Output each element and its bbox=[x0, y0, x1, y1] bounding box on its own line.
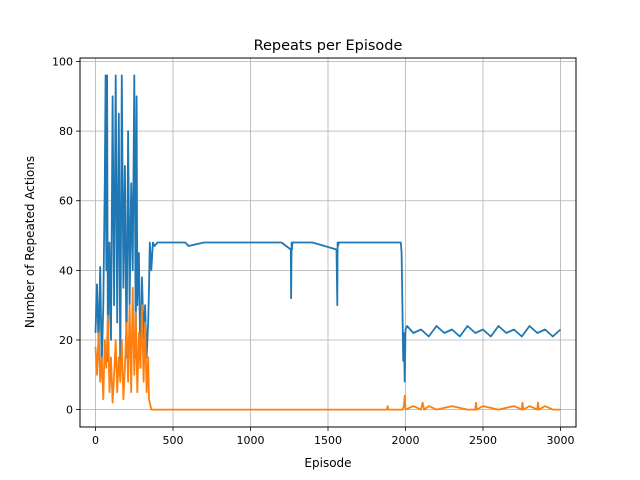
x-axis-label: Episode bbox=[304, 456, 351, 470]
x-tick-label: 500 bbox=[163, 434, 184, 447]
x-tick-label: 1000 bbox=[237, 434, 265, 447]
y-axis-label: Number of Repeated Actions bbox=[23, 156, 37, 328]
y-tick-label: 0 bbox=[66, 404, 73, 417]
series-line-1 bbox=[94, 74, 562, 383]
y-tick-label: 40 bbox=[59, 264, 73, 277]
x-tick-label: 0 bbox=[92, 434, 99, 447]
y-tick-label: 100 bbox=[52, 55, 73, 68]
x-tick-label: 3000 bbox=[547, 434, 575, 447]
y-tick-label: 80 bbox=[59, 125, 73, 138]
chart-title: Repeats per Episode bbox=[254, 38, 403, 54]
grid-lines bbox=[80, 58, 576, 427]
axis-ticks: 0 500 1000 1500 2000 2500 3000 0 20 40 60 80 100 bbox=[52, 55, 575, 447]
y-tick-label: 60 bbox=[59, 195, 73, 208]
series-line-2 bbox=[94, 286, 561, 411]
series-layer bbox=[94, 74, 562, 411]
x-tick-label: 1500 bbox=[314, 434, 342, 447]
x-tick-label: 2000 bbox=[392, 434, 420, 447]
y-tick-label: 20 bbox=[59, 334, 73, 347]
x-tick-label: 2500 bbox=[469, 434, 497, 447]
